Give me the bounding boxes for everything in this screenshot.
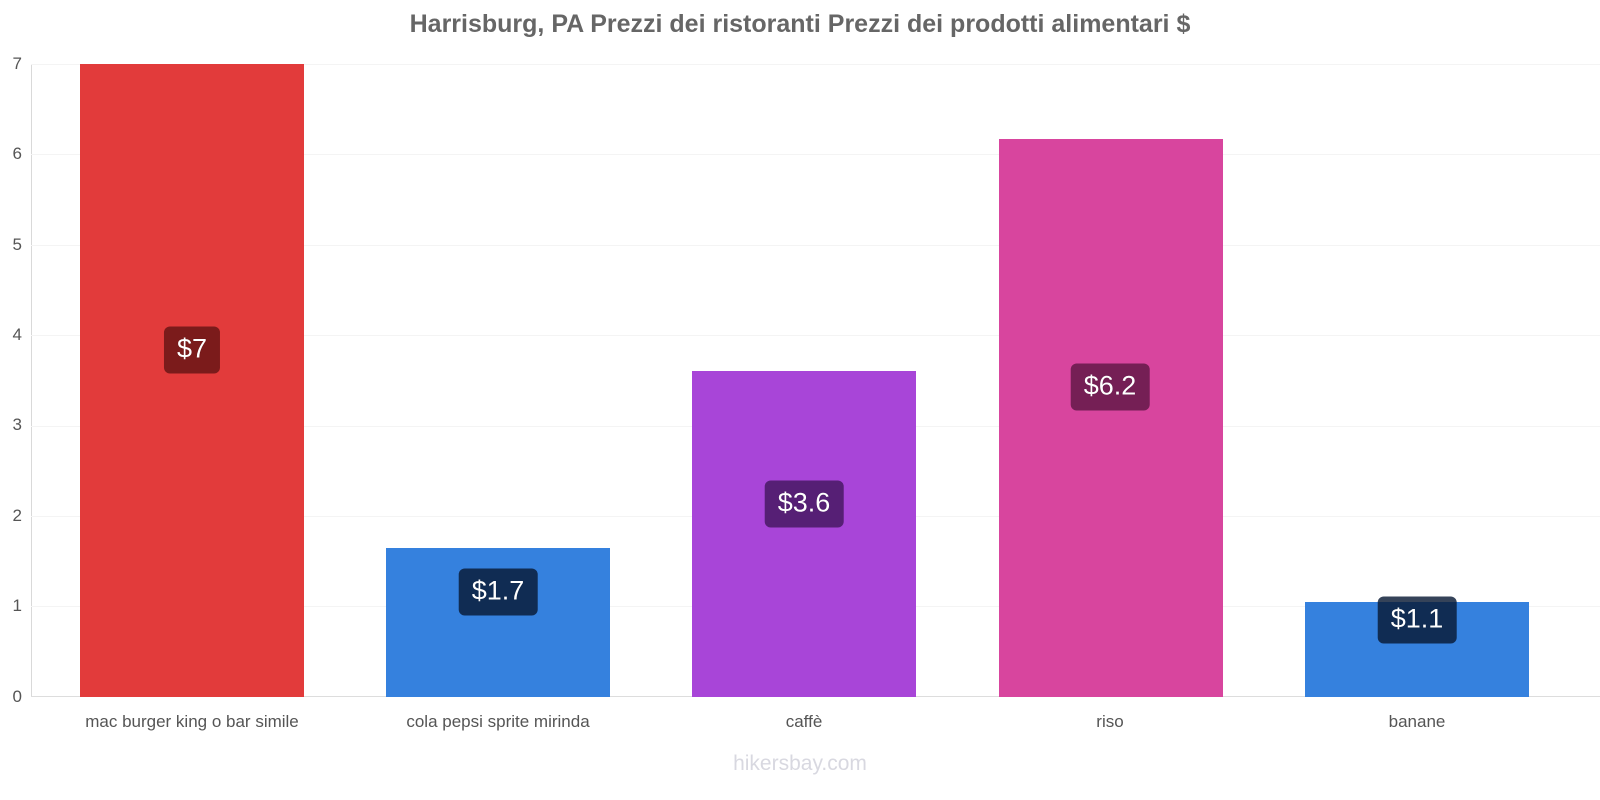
value-label-banane: $1.1 <box>1377 596 1457 644</box>
bar-riso[interactable] <box>999 139 1223 697</box>
gridline-5 <box>31 245 1600 246</box>
x-tick-label-caffe: caffè <box>785 712 823 731</box>
x-tick-label-banane: banane <box>1388 712 1446 731</box>
y-tick-1: 1 <box>12 596 22 615</box>
y-tick-4: 4 <box>12 325 22 344</box>
value-label-caffe: $3.6 <box>764 480 844 528</box>
bar-mac-burger-king[interactable] <box>80 64 304 697</box>
value-label-riso: $6.2 <box>1070 363 1150 411</box>
bar-caffe[interactable] <box>692 371 916 697</box>
x-tick-label-cola-pepsi-sprite: cola pepsi sprite mirinda <box>406 712 590 731</box>
value-label-mac-burger-king: $7 <box>163 326 221 374</box>
page-title: Harrisburg, PA Prezzi dei ristoranti Pre… <box>409 10 1191 38</box>
x-tick-label-mac-burger-king: mac burger king o bar simile <box>85 712 299 731</box>
y-tick-7: 7 <box>12 54 22 73</box>
value-label-cola-pepsi-sprite: $1.7 <box>458 568 538 616</box>
watermark: hikersbay.com <box>733 752 867 775</box>
plot-area: $7 $1.7 $3.6 $6.2 $1.1 <box>31 64 1600 697</box>
gridline-7 <box>31 64 1600 65</box>
y-tick-3: 3 <box>12 415 22 434</box>
y-tick-2: 2 <box>12 506 22 525</box>
gridline-4 <box>31 335 1600 336</box>
x-tick-label-riso: riso <box>1096 712 1124 731</box>
y-tick-0: 0 <box>12 687 22 706</box>
y-tick-5: 5 <box>12 235 22 254</box>
gridline-6 <box>31 154 1600 155</box>
x-axis-labels: mac burger king o bar simile cola pepsi … <box>31 706 1600 746</box>
y-axis-line <box>31 64 32 697</box>
y-tick-6: 6 <box>12 144 22 163</box>
